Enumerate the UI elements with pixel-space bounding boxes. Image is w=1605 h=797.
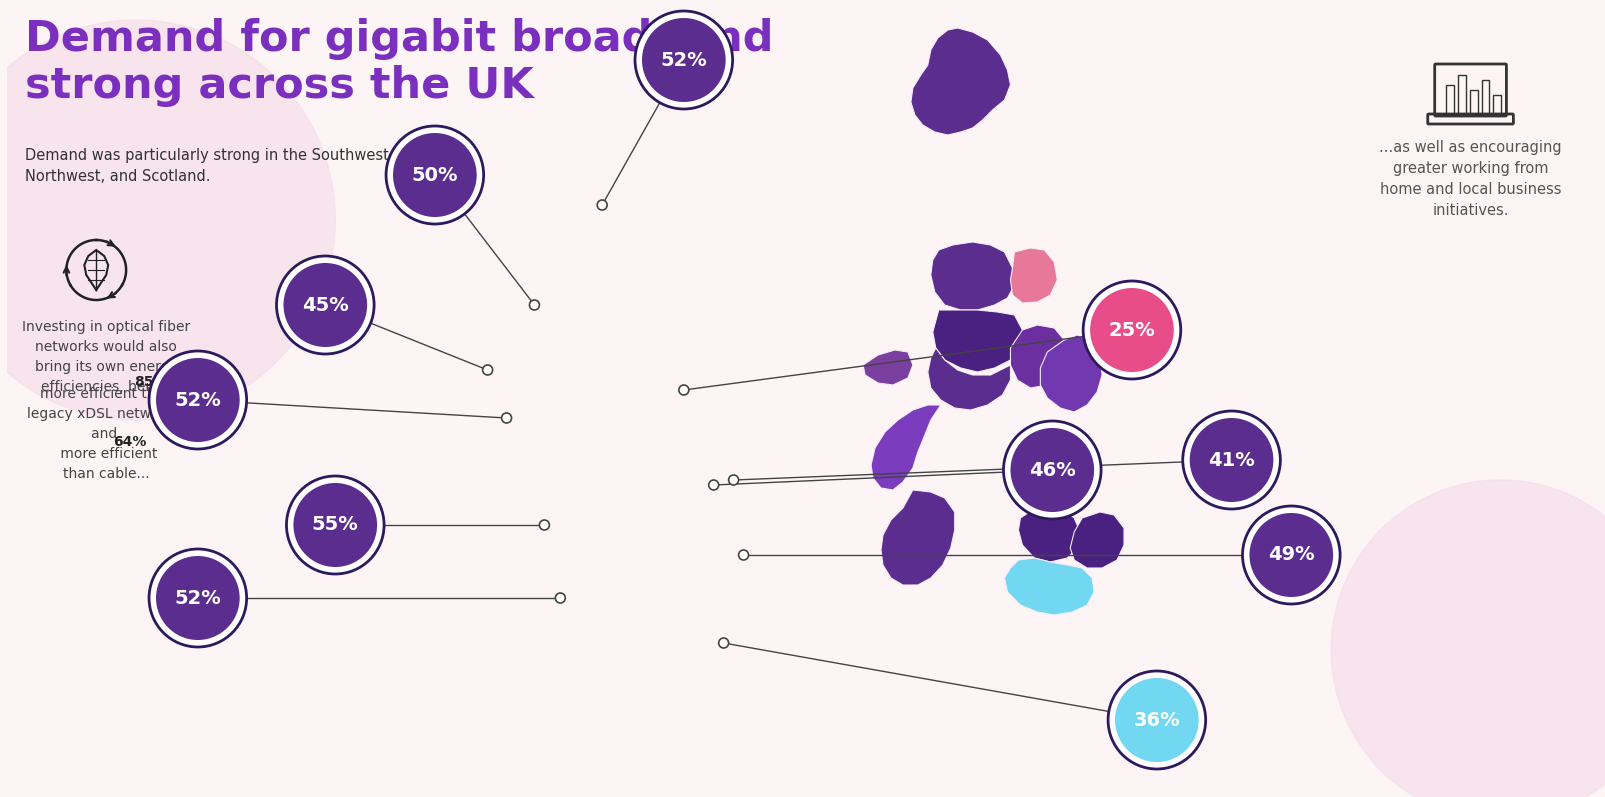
Ellipse shape: [1107, 671, 1205, 769]
Polygon shape: [1018, 505, 1080, 562]
Text: Investing in optical fiber
networks would also
bring its own energy
efficiencies: Investing in optical fiber networks woul…: [22, 320, 191, 395]
Circle shape: [501, 413, 512, 423]
Ellipse shape: [1082, 281, 1180, 379]
Polygon shape: [870, 405, 941, 490]
Text: Demand was particularly strong in the Southwest, Wales,
Northwest, and Scotland.: Demand was particularly strong in the So…: [24, 148, 446, 184]
Polygon shape: [1003, 558, 1093, 615]
Ellipse shape: [385, 126, 483, 224]
Circle shape: [483, 365, 493, 375]
Text: 36%: 36%: [1133, 710, 1180, 729]
Ellipse shape: [1114, 678, 1197, 762]
Text: more efficient
than cable...: more efficient than cable...: [56, 447, 157, 481]
Text: 64%: 64%: [112, 435, 146, 449]
Ellipse shape: [1189, 418, 1273, 502]
Text: more efficient than
legacy xDSL networks,
and: more efficient than legacy xDSL networks…: [27, 387, 185, 441]
Ellipse shape: [284, 263, 368, 347]
Circle shape: [717, 638, 729, 648]
Text: 52%: 52%: [660, 50, 706, 69]
Circle shape: [729, 475, 738, 485]
Ellipse shape: [1249, 513, 1332, 597]
Ellipse shape: [1181, 411, 1279, 509]
Ellipse shape: [1010, 428, 1093, 512]
Ellipse shape: [1003, 421, 1101, 519]
Ellipse shape: [286, 476, 384, 574]
Text: 50%: 50%: [411, 166, 457, 184]
Text: Demand for gigabit broadband
strong across the UK: Demand for gigabit broadband strong acro…: [24, 18, 772, 107]
Polygon shape: [1010, 325, 1067, 388]
Ellipse shape: [156, 358, 239, 442]
Text: 52%: 52%: [175, 391, 221, 410]
Ellipse shape: [1090, 288, 1173, 372]
Bar: [1493, 95, 1501, 115]
Polygon shape: [910, 28, 1010, 135]
Text: 55%: 55%: [311, 516, 358, 535]
Polygon shape: [1010, 248, 1056, 303]
Circle shape: [555, 593, 565, 603]
Polygon shape: [1040, 335, 1101, 412]
Text: 41%: 41%: [1207, 450, 1254, 469]
Text: ...as well as encouraging
greater working from
home and local business
initiativ: ...as well as encouraging greater workin…: [1379, 140, 1562, 218]
Circle shape: [597, 200, 607, 210]
Circle shape: [1331, 480, 1605, 797]
Bar: [1480, 80, 1488, 115]
Text: 45%: 45%: [302, 296, 348, 315]
Circle shape: [708, 480, 717, 490]
Text: 46%: 46%: [1029, 461, 1075, 480]
Ellipse shape: [1242, 506, 1339, 604]
Circle shape: [0, 20, 335, 420]
Ellipse shape: [294, 483, 377, 567]
Ellipse shape: [393, 133, 477, 217]
Polygon shape: [862, 350, 912, 385]
Bar: [1444, 85, 1453, 115]
Text: 52%: 52%: [175, 588, 221, 607]
Text: 49%: 49%: [1268, 545, 1314, 564]
Bar: [1469, 90, 1477, 115]
Ellipse shape: [634, 11, 732, 109]
Text: 85%: 85%: [133, 375, 167, 389]
Polygon shape: [933, 310, 1022, 372]
Ellipse shape: [276, 256, 374, 354]
Ellipse shape: [149, 351, 247, 449]
Text: 25%: 25%: [1107, 320, 1154, 340]
Ellipse shape: [156, 556, 239, 640]
Ellipse shape: [149, 549, 247, 647]
Circle shape: [679, 385, 689, 395]
Ellipse shape: [642, 18, 725, 102]
Polygon shape: [928, 348, 1010, 410]
Circle shape: [539, 520, 549, 530]
Polygon shape: [881, 490, 953, 585]
Circle shape: [738, 550, 748, 560]
Bar: [1457, 75, 1465, 115]
Polygon shape: [931, 242, 1014, 310]
Polygon shape: [1069, 512, 1124, 568]
Circle shape: [530, 300, 539, 310]
